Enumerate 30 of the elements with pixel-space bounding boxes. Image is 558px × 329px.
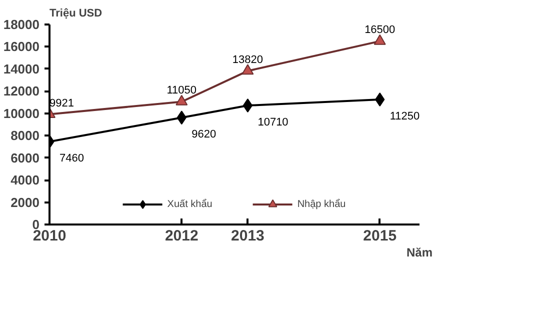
data-label: 9620 xyxy=(192,128,216,141)
y-tick-label: 2000 xyxy=(10,194,40,210)
data-label: 16500 xyxy=(364,24,396,36)
point xyxy=(176,94,188,106)
legend-label: Nhập khẩu xyxy=(297,198,346,210)
legend-label: Xuất khẩu xyxy=(167,198,212,210)
y-tick-label: 14000 xyxy=(3,61,40,76)
x-tick-label: 2010 xyxy=(32,228,66,244)
data-label: 7460 xyxy=(60,152,84,165)
point xyxy=(374,34,386,45)
y-axis-title: Triệu USD xyxy=(50,8,102,20)
y-tick-label: 8000 xyxy=(10,128,40,144)
data-label: 13820 xyxy=(232,54,264,66)
y-tick-label: 12000 xyxy=(3,84,40,99)
x-tick-label: 2015 xyxy=(363,228,397,244)
x-axis-title: Năm xyxy=(406,246,433,260)
y-tick-label: 18000 xyxy=(3,17,40,32)
y-tick-label: 4000 xyxy=(10,172,40,188)
point xyxy=(375,92,385,106)
x-tick-label: 2013 xyxy=(231,228,264,244)
point xyxy=(242,98,253,112)
point xyxy=(242,64,254,75)
data-label: 10710 xyxy=(258,116,288,128)
x-tick-label: 2012 xyxy=(164,228,198,244)
data-label: 11250 xyxy=(390,110,420,122)
y-tick-label: 6000 xyxy=(10,150,40,166)
data-label: 9921 xyxy=(50,97,74,110)
data-label: 11050 xyxy=(166,84,197,97)
y-tick-label: 10000 xyxy=(3,106,40,121)
y-tick-label: 16000 xyxy=(3,39,40,54)
